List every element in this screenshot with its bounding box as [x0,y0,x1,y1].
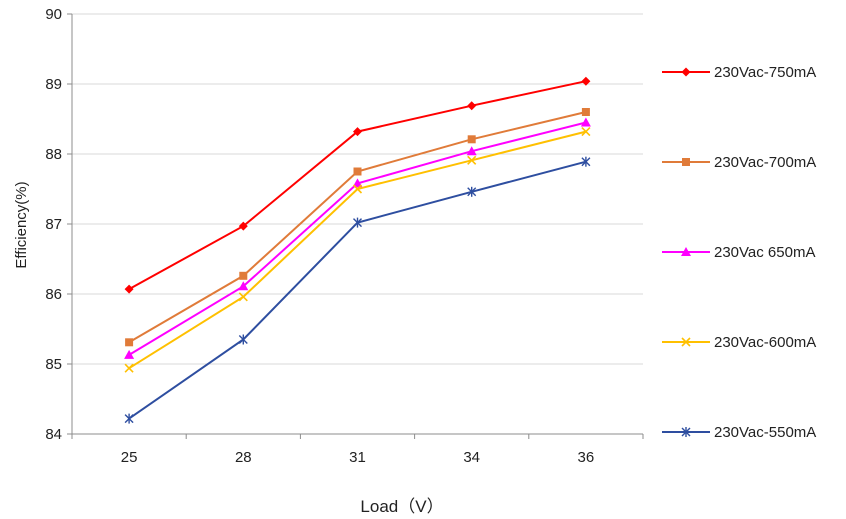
data-point [467,186,477,197]
legend: 230Vac-750mA 230Vac-700mA 230Vac 650mA 230V… [662,64,816,441]
x-tick-labels: 25 28 31 34 36 [121,449,594,466]
data-point-stroke [467,155,477,165]
data-point [353,127,362,137]
series-line [128,160,587,420]
x-tick-label: 34 [463,449,480,466]
legend-label: 230Vac-700mA [714,154,816,171]
data-point [681,247,691,256]
data-point-stroke [352,184,363,194]
data-point [681,337,691,347]
data-point [581,76,591,86]
data-point [581,108,590,116]
axes [67,13,644,439]
y-tick-label: 90 [45,6,62,23]
data-point [681,67,691,77]
y-tick-label: 85 [45,356,62,373]
y-tick-label: 86 [45,286,62,303]
data-point [681,427,691,437]
data-point [580,117,591,127]
legend-label: 230Vac-600mA [714,334,816,351]
data-point [238,334,248,345]
series-2 [125,108,590,347]
y-tick-labels: 84 85 86 87 88 89 90 [45,6,62,443]
x-tick-label: 36 [578,449,595,466]
y-tick-label: 89 [45,76,62,93]
data-point [353,167,362,176]
data-point [124,413,134,424]
legend-item: 230Vac-600mA [662,334,816,351]
y-axis-title: Efficiency(%) [13,181,30,268]
x-tick-label: 25 [121,449,138,466]
data-point [125,338,134,347]
data-point-stroke [681,337,691,347]
legend-item: 230Vac-550mA [662,424,816,441]
data-point-stroke [238,292,248,302]
series-line [128,121,587,356]
data-point [238,221,248,231]
data-point [581,156,591,167]
data-point [581,127,591,137]
data-point [682,158,690,166]
x-tick-label: 28 [235,449,252,466]
data-point [352,184,363,194]
series-lines [124,76,591,424]
data-point [124,349,135,359]
x-axis-title: Load（V） [360,497,443,516]
legend-item: 230Vac-750mA [662,64,816,81]
series-4 [124,127,591,373]
y-tick-label: 88 [45,146,62,163]
legend-item: 230Vac-700mA [662,154,816,171]
data-point [467,135,476,144]
data-point [239,271,248,280]
data-point [238,292,248,302]
data-point [467,155,477,165]
x-tick-label: 31 [349,449,366,466]
y-tick-label: 87 [45,216,62,233]
data-point [238,281,249,291]
legend-label: 230Vac-550mA [714,424,816,441]
series-5 [124,156,591,424]
data-point-stroke [124,363,134,373]
legend-item: 230Vac 650mA [662,244,815,261]
data-point [467,101,477,111]
legend-label: 230Vac 650mA [714,244,815,261]
data-point [353,217,362,228]
series-line [128,130,587,370]
series-1 [124,76,591,294]
data-point [124,284,134,294]
data-point [466,146,477,156]
y-tick-label: 84 [45,426,62,443]
legend-label: 230Vac-750mA [714,64,816,81]
series-3 [124,117,591,359]
data-point-stroke [581,127,591,137]
data-point [124,363,134,373]
data-point [352,178,363,188]
